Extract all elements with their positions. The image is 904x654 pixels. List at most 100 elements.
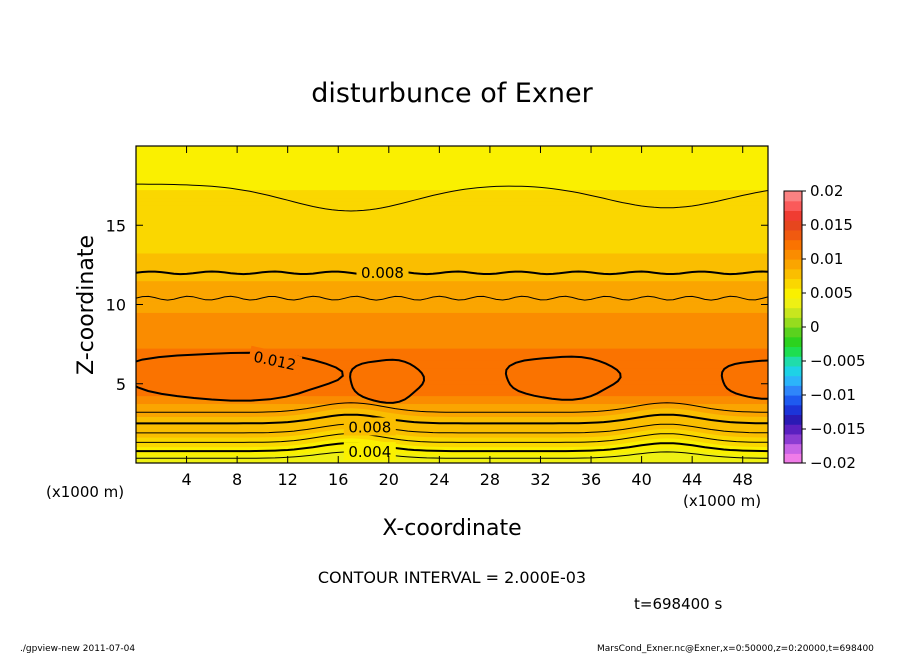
color-band	[136, 240, 768, 246]
color-band	[136, 335, 768, 341]
y-axis-label: Z-coordinate	[74, 235, 99, 375]
colorbar-swatch	[784, 424, 802, 435]
x-tick-label: 36	[581, 470, 601, 489]
color-band	[136, 252, 768, 258]
color-band	[136, 315, 768, 321]
color-band	[136, 331, 768, 337]
color-band	[136, 149, 768, 155]
high-value-region	[350, 359, 424, 403]
x-tick-label: 40	[631, 470, 651, 489]
x-tick-label: 24	[429, 470, 449, 489]
color-band	[136, 146, 768, 151]
x-tick-label: 20	[379, 470, 399, 489]
footer-right: MarsCond_Exner.nc@Exner,x=0:50000,z=0:20…	[597, 644, 874, 654]
color-band	[136, 319, 768, 325]
color-band	[136, 181, 768, 187]
contour-label-bg	[247, 345, 303, 375]
contour-line-0.008-lower	[136, 413, 768, 425]
colorbar-swatch	[784, 414, 802, 425]
contour-line	[136, 423, 768, 434]
colorbar-tick-label: 0.015	[810, 216, 853, 234]
color-band	[136, 359, 768, 365]
colorbar-swatch	[784, 336, 802, 348]
color-band	[136, 375, 768, 381]
x-tick-label: 8	[232, 470, 242, 489]
color-band	[136, 236, 768, 242]
colorbar-swatch	[784, 365, 802, 377]
colorbar-swatch	[784, 385, 802, 396]
color-band	[136, 379, 768, 385]
color-band	[136, 351, 768, 357]
contour-line-0.012	[349, 358, 426, 404]
contour-line	[136, 183, 768, 212]
color-band	[136, 165, 768, 171]
color-band	[136, 228, 768, 234]
colorbar-tick-label: 0.02	[810, 182, 843, 200]
color-band	[136, 169, 768, 175]
color-band	[136, 363, 768, 369]
color-band	[136, 264, 768, 270]
color-band	[136, 343, 768, 349]
color-band	[136, 173, 768, 179]
contour-label-group: 0.008	[343, 417, 396, 437]
color-band	[136, 367, 768, 373]
color-band	[136, 339, 768, 345]
colorbar-swatch	[784, 210, 802, 221]
contour-label-bg	[356, 263, 409, 281]
color-band	[136, 177, 768, 183]
x-tick-label: 48	[733, 470, 753, 489]
contour-line	[136, 402, 768, 413]
color-band	[136, 204, 768, 210]
color-band	[136, 399, 768, 405]
color-band	[136, 161, 768, 167]
color-band	[136, 371, 768, 377]
colorbar-swatch	[784, 375, 802, 386]
colorbar-swatch	[784, 327, 802, 338]
contour-line-0.004	[136, 442, 768, 453]
chart-title: disturbunce of Exner	[311, 78, 593, 109]
x-unit-right: (x1000 m)	[683, 492, 761, 510]
color-band	[136, 347, 768, 353]
color-band	[136, 244, 768, 250]
contour-label-bg	[343, 442, 396, 461]
colorbar-tick-label: 0.01	[810, 250, 843, 268]
color-band	[136, 216, 768, 222]
x-tick-label: 28	[480, 470, 500, 489]
color-band	[136, 280, 768, 286]
color-band	[136, 410, 768, 416]
colorbar-swatch	[784, 249, 802, 260]
x-tick-label: 44	[682, 470, 702, 489]
colorbar-tick-label: −0.005	[810, 352, 866, 370]
color-band	[136, 197, 768, 202]
contour-line-0.008-upper	[136, 270, 768, 276]
colorbar-swatch	[784, 433, 802, 445]
colorbar-tick-label: −0.01	[810, 386, 856, 404]
color-band	[136, 391, 768, 397]
contour-label-group: 0.008	[356, 263, 409, 282]
color-band	[136, 292, 768, 298]
footer-left: ./gpview-new 2011-07-04	[20, 644, 135, 654]
low-layer-band	[136, 448, 768, 463]
color-band	[136, 157, 768, 163]
colorbar: 0.02 0.015 0.01 0.005 0 −0.005 −0.01 −0.015 −0.0…	[783, 182, 866, 472]
contour-label: 0.008	[348, 419, 391, 437]
color-band	[136, 256, 768, 262]
y-tick-label: 5	[116, 375, 126, 394]
color-band	[136, 208, 768, 214]
x-tick-label: 4	[181, 470, 191, 489]
colorbar-swatch	[784, 307, 802, 318]
colorbar-tick-label: −0.02	[810, 454, 856, 472]
color-band	[136, 220, 768, 226]
color-band	[136, 407, 768, 412]
x-unit-left: (x1000 m)	[46, 483, 124, 501]
colorbar-swatch	[784, 229, 802, 241]
x-axis: 4 8 12 16 20 24 28 32 36 40 44 48	[181, 146, 753, 489]
contour-line-0.012	[504, 355, 622, 401]
y-axis: 5 10 15	[106, 216, 768, 394]
colorbar-swatch	[784, 395, 802, 406]
color-band	[136, 304, 768, 309]
color-band	[136, 387, 768, 393]
color-band	[136, 300, 768, 305]
